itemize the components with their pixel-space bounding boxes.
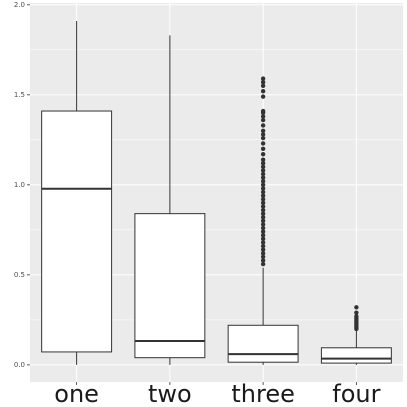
outlier [260, 236, 266, 242]
outlier [260, 240, 266, 245]
outlier [260, 233, 266, 238]
x-tick-label: one [54, 380, 99, 407]
outlier [260, 222, 266, 227]
y-tick-label: 0.0 [14, 361, 25, 369]
outlier [260, 108, 266, 114]
box [320, 347, 392, 364]
outlier [260, 207, 266, 213]
outlier [260, 171, 266, 177]
outlier [260, 94, 266, 99]
outlier [260, 146, 266, 152]
outlier [260, 229, 266, 234]
outlier [260, 218, 266, 224]
outlier [260, 261, 266, 267]
outlier [260, 83, 266, 89]
box [227, 324, 299, 363]
outlier [260, 152, 266, 157]
outlier [260, 251, 266, 256]
outlier [260, 168, 266, 173]
outlier [260, 186, 266, 191]
outlier [354, 305, 359, 310]
outlier [260, 243, 266, 249]
outlier [260, 141, 266, 146]
outlier [354, 314, 359, 319]
outlier [260, 215, 266, 220]
outlier [260, 135, 266, 141]
outlier [260, 161, 266, 166]
outlier [260, 225, 266, 231]
outlier [260, 179, 266, 184]
x-tick-label: three [231, 380, 295, 407]
outlier [260, 247, 266, 252]
outlier [260, 80, 266, 85]
x-tick-label: four [332, 380, 380, 407]
outlier [260, 89, 266, 94]
outlier [260, 182, 266, 188]
outlier [260, 114, 266, 119]
outlier [260, 76, 266, 81]
outlier [260, 164, 266, 170]
outlier [260, 197, 266, 202]
outlier [260, 211, 266, 216]
outlier [260, 193, 266, 198]
outlier [354, 310, 359, 315]
outlier [260, 123, 266, 128]
outlier [260, 189, 266, 195]
y-tick-label: 1.5 [14, 91, 25, 99]
outlier [260, 132, 266, 137]
box [41, 110, 113, 353]
y-tick-label: 0.5 [14, 271, 25, 279]
outlier [260, 157, 266, 162]
y-tick-label: 2.0 [14, 1, 25, 9]
outlier [260, 117, 266, 123]
box [134, 213, 206, 359]
outlier [260, 175, 266, 180]
outlier [260, 258, 266, 263]
x-tick-label: two [148, 380, 192, 407]
y-tick-label: 1.0 [14, 181, 25, 189]
outlier [260, 204, 266, 209]
outlier [260, 254, 266, 260]
outlier [260, 128, 266, 134]
outlier [260, 200, 266, 206]
